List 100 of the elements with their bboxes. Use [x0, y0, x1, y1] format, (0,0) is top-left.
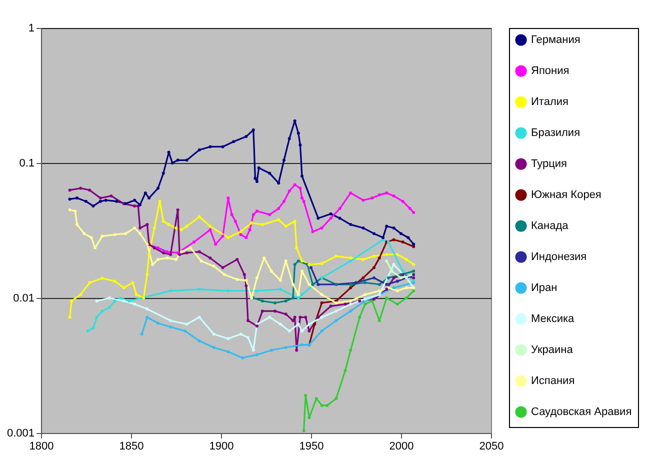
point [254, 176, 257, 180]
point [293, 316, 296, 319]
point [329, 216, 332, 220]
line-series [95, 263, 416, 352]
point [223, 273, 226, 276]
point [198, 215, 201, 218]
point [412, 270, 416, 273]
point [208, 228, 212, 232]
point [304, 394, 308, 397]
point [310, 266, 312, 270]
point [92, 326, 95, 330]
point [226, 289, 230, 292]
point [304, 316, 308, 319]
point [92, 204, 95, 208]
point [212, 264, 216, 268]
point [270, 270, 273, 273]
point [226, 337, 230, 340]
point [392, 276, 396, 280]
point [362, 226, 365, 230]
y-tick-label: 1 [28, 22, 34, 34]
point [162, 251, 165, 254]
point [100, 276, 104, 280]
point [208, 224, 212, 228]
point [270, 348, 273, 352]
point [86, 329, 90, 332]
point [320, 404, 324, 407]
point [349, 259, 352, 262]
point [298, 143, 302, 146]
point [198, 250, 201, 254]
point [296, 293, 300, 296]
point [378, 193, 381, 196]
point [90, 236, 93, 240]
point [372, 232, 376, 236]
point [198, 148, 201, 152]
point [226, 350, 230, 354]
point [230, 213, 234, 216]
point [364, 281, 366, 284]
point [167, 223, 170, 226]
point [364, 302, 366, 306]
point [242, 273, 246, 276]
point [252, 128, 255, 132]
point [277, 218, 280, 222]
point [396, 289, 399, 292]
point [390, 270, 394, 273]
legend-label: Саудовская Аравия [531, 406, 632, 418]
point [300, 174, 304, 178]
point [167, 150, 170, 154]
point [284, 312, 288, 316]
point [392, 226, 396, 230]
point [236, 258, 239, 261]
point [293, 220, 296, 223]
point [288, 329, 291, 332]
point [79, 186, 82, 190]
y-tick-label: 0.01 [13, 292, 34, 304]
point [274, 301, 276, 304]
point [316, 216, 320, 220]
point [404, 258, 408, 261]
line-series [68, 186, 416, 352]
point [298, 316, 302, 319]
point [302, 200, 306, 203]
point [110, 194, 113, 198]
point [372, 276, 376, 280]
point [180, 228, 183, 232]
point [185, 251, 188, 254]
line-series [68, 200, 416, 319]
y-tick-label: 0.001 [6, 428, 34, 440]
point [385, 224, 388, 228]
point [148, 253, 150, 256]
point [268, 172, 272, 175]
point [244, 284, 248, 288]
point [169, 319, 172, 322]
point [300, 343, 304, 346]
point [316, 316, 320, 319]
point [349, 191, 352, 194]
point [396, 302, 399, 306]
point [256, 210, 258, 213]
point [68, 188, 72, 192]
point [378, 289, 381, 292]
point [166, 250, 168, 254]
point [88, 281, 92, 284]
point [170, 162, 174, 164]
point [134, 293, 138, 296]
point [268, 316, 272, 319]
point [74, 210, 77, 213]
point [95, 316, 98, 319]
point [144, 191, 147, 194]
point [296, 259, 300, 262]
point [364, 293, 366, 296]
point [334, 254, 338, 258]
point [185, 224, 188, 228]
point [386, 276, 390, 280]
point [362, 276, 365, 280]
point [239, 332, 242, 336]
point [412, 263, 416, 266]
point [239, 233, 242, 236]
point [362, 258, 365, 261]
line-series [68, 119, 416, 246]
point [284, 300, 288, 303]
point [284, 259, 288, 262]
point [208, 256, 212, 260]
